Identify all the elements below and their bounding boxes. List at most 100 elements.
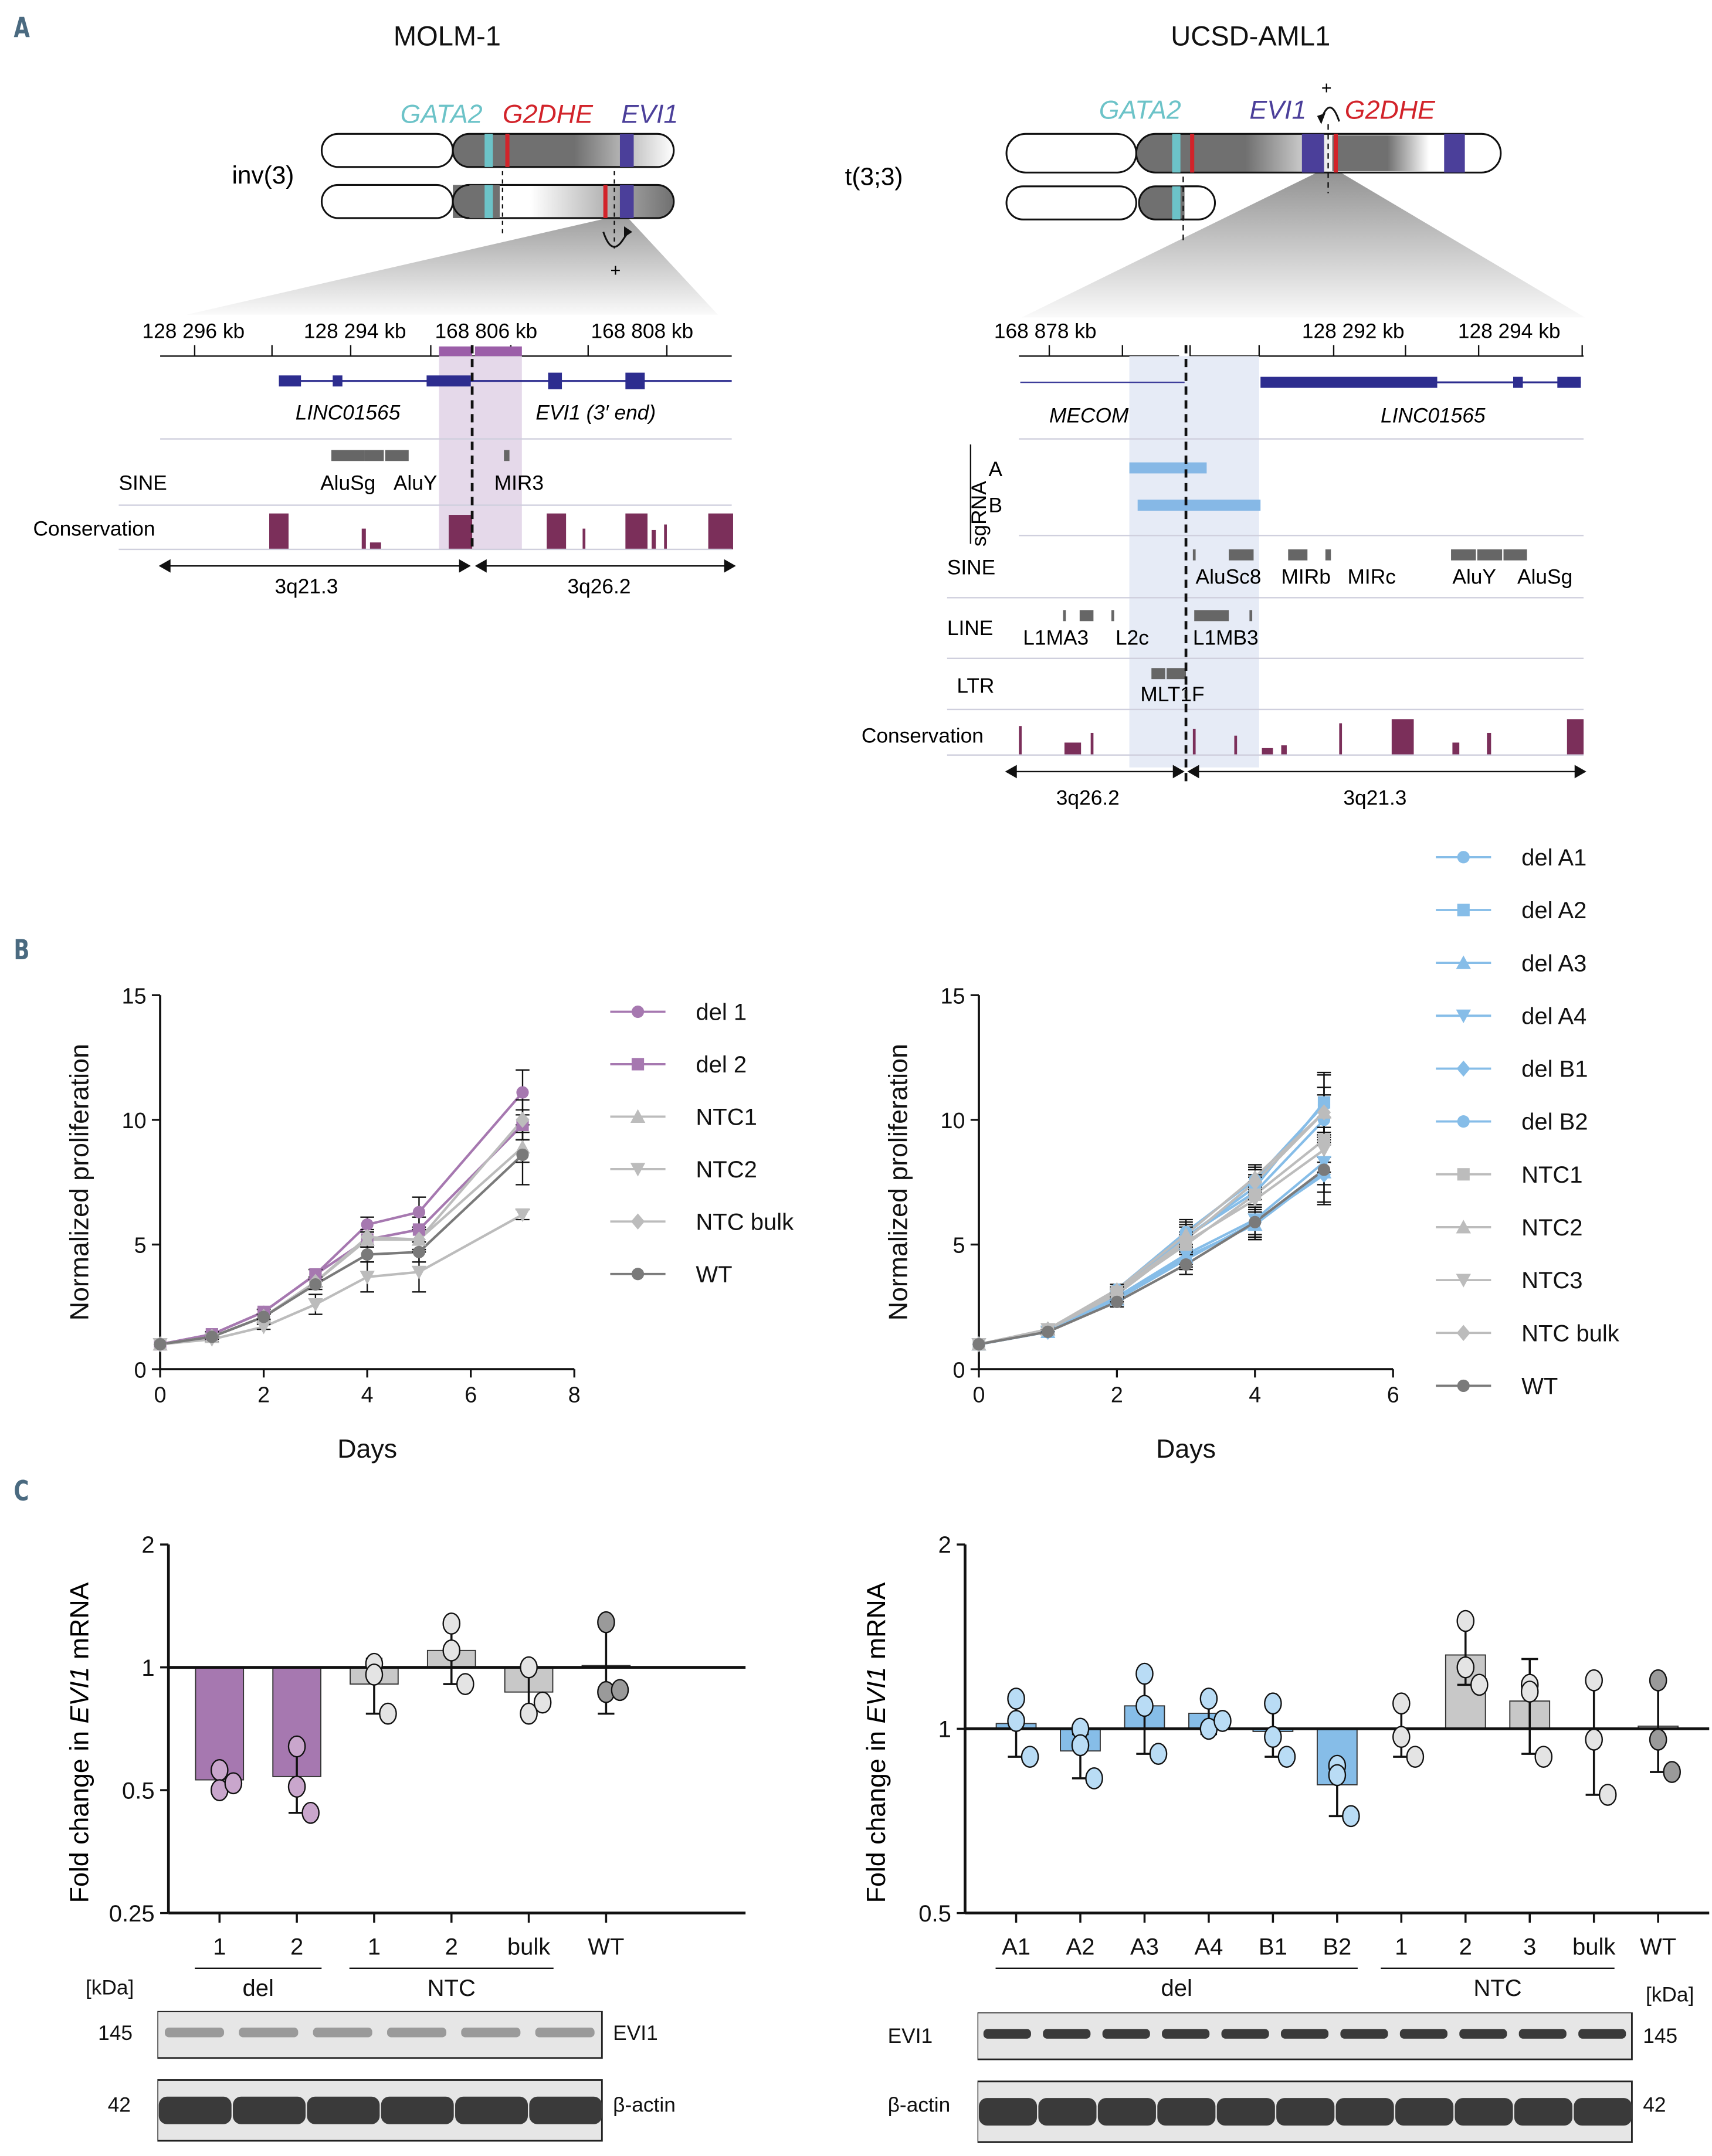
legend-label: del A2 bbox=[1521, 898, 1586, 923]
data-point bbox=[1456, 1656, 1475, 1679]
deletion-bar bbox=[474, 346, 522, 356]
track-label-conservation: Conservation bbox=[862, 724, 984, 747]
data-point bbox=[301, 1801, 320, 1824]
y-axis-label: Fold change in EVI1 mRNA bbox=[66, 1582, 94, 1903]
repeat-label: AluY bbox=[394, 472, 438, 495]
gene-label-g2dhe: G2DHE bbox=[1345, 96, 1436, 124]
panel-label-a: A bbox=[13, 11, 30, 45]
data-point bbox=[360, 1271, 375, 1285]
blot-band-evi1 bbox=[313, 2028, 372, 2038]
panel-label-c: C bbox=[13, 1474, 29, 1507]
data-point bbox=[1264, 1726, 1282, 1748]
data-point bbox=[1406, 1746, 1425, 1768]
enhancer-arrow-icon bbox=[1321, 107, 1340, 122]
legend-label: del A4 bbox=[1521, 1003, 1586, 1029]
blot-band-actin bbox=[1038, 2098, 1097, 2126]
chromosome-end bbox=[1184, 185, 1216, 220]
legend-marker bbox=[630, 1163, 646, 1177]
centromere-edge bbox=[452, 184, 470, 219]
y-tick-label: 15 bbox=[941, 983, 965, 1008]
series-line bbox=[978, 1139, 1325, 1346]
series-line bbox=[978, 1149, 1325, 1346]
data-point bbox=[1392, 1726, 1411, 1748]
data-point bbox=[520, 1702, 538, 1725]
track-label-ltr: LTR bbox=[957, 675, 994, 698]
group-label: del bbox=[1161, 1975, 1192, 2001]
gene-name: EVI1 (3′ end) bbox=[535, 402, 656, 425]
y-tick-label: 10 bbox=[941, 1108, 965, 1133]
series-line bbox=[160, 1091, 524, 1346]
repeat-label: MLT1F bbox=[1140, 683, 1204, 706]
blot-band-actin bbox=[158, 2096, 232, 2124]
band-label: 3q21.3 bbox=[274, 575, 338, 598]
group-label: NTC bbox=[428, 1975, 476, 2001]
ruler-tick-label: 128 296 kb bbox=[142, 320, 245, 343]
repeat-label: AluSc8 bbox=[1196, 566, 1262, 589]
line-elements bbox=[1063, 610, 1253, 622]
data-point bbox=[224, 1772, 243, 1795]
blot-label-actin: β-actin bbox=[613, 2094, 676, 2118]
x-tick-label: 1 bbox=[368, 1934, 381, 1960]
x-axis-label: Days bbox=[1156, 1435, 1216, 1464]
gene-label-gata2: GATA2 bbox=[1099, 96, 1181, 124]
gata2-band bbox=[1172, 186, 1181, 220]
blot-label-actin: β-actin bbox=[887, 2094, 951, 2118]
data-point bbox=[1249, 1215, 1262, 1228]
x-tick-label: A2 bbox=[1066, 1934, 1095, 1960]
x-tick-label: 2 bbox=[1459, 1934, 1472, 1960]
x-tick-label: 3 bbox=[1523, 1934, 1536, 1960]
ruler-ticks bbox=[1048, 345, 1583, 356]
track-label-line: LINE bbox=[947, 617, 993, 640]
enhancer-arrow-icon bbox=[602, 231, 629, 248]
exon bbox=[333, 375, 343, 387]
series-line bbox=[978, 1104, 1325, 1346]
x-tick-label: 2 bbox=[1111, 1383, 1123, 1407]
x-tick-label: 2 bbox=[445, 1934, 458, 1960]
series-line bbox=[978, 1111, 1325, 1346]
x-tick-label: bulk bbox=[1572, 1934, 1616, 1960]
exon bbox=[426, 375, 471, 387]
data-point bbox=[1135, 1662, 1154, 1685]
gene-name: LINC01565 bbox=[1381, 404, 1486, 427]
data-point bbox=[360, 1228, 374, 1245]
band-arrows bbox=[158, 559, 736, 573]
data-point bbox=[597, 1611, 615, 1634]
legend-label: NTC bulk bbox=[696, 1209, 794, 1235]
x-tick-label: bulk bbox=[507, 1934, 551, 1960]
x-tick-label: A1 bbox=[1002, 1934, 1030, 1960]
plus-sign: + bbox=[610, 260, 621, 280]
gata2-band bbox=[1172, 134, 1181, 173]
exon bbox=[279, 375, 301, 387]
data-point bbox=[1110, 1295, 1123, 1308]
data-point bbox=[287, 1775, 306, 1798]
data-point bbox=[1470, 1673, 1489, 1696]
sine-elements bbox=[1192, 549, 1527, 561]
series-line bbox=[978, 1119, 1325, 1346]
blot-kda-42: 42 bbox=[1643, 2094, 1666, 2118]
gene-label-g2dhe: G2DHE bbox=[503, 100, 594, 129]
repeat-label: L1MB3 bbox=[1193, 626, 1259, 649]
data-point bbox=[1021, 1746, 1039, 1768]
data-point bbox=[411, 1265, 427, 1280]
blot-band-actin bbox=[1216, 2098, 1275, 2126]
data-point bbox=[516, 1112, 530, 1128]
blot-kda-145: 145 bbox=[98, 2022, 133, 2046]
data-point bbox=[1534, 1746, 1553, 1768]
blot-band-actin bbox=[1455, 2098, 1513, 2126]
data-point bbox=[1317, 1163, 1331, 1176]
exon bbox=[1557, 376, 1581, 388]
x-tick-label: WT bbox=[588, 1934, 624, 1960]
chart-proliferation-molm1: 0 2 4 6 8 0 5 10 15 Days Normalized proliferation d… bbox=[66, 983, 794, 1463]
track-label-sine: SINE bbox=[947, 556, 995, 579]
band-label: 3q26.2 bbox=[567, 575, 630, 598]
y-tick-label: 0 bbox=[134, 1357, 147, 1382]
data-point bbox=[456, 1673, 474, 1695]
conservation-track bbox=[1019, 719, 1584, 755]
y-tick-label: 0.25 bbox=[109, 1901, 155, 1927]
arrowhead-icon bbox=[1317, 113, 1325, 124]
blot-band-evi1 bbox=[461, 2028, 521, 2038]
series-line bbox=[160, 1213, 524, 1346]
blot-label-evi1: EVI1 bbox=[887, 2025, 933, 2049]
blot-band-evi1 bbox=[1102, 2029, 1150, 2039]
